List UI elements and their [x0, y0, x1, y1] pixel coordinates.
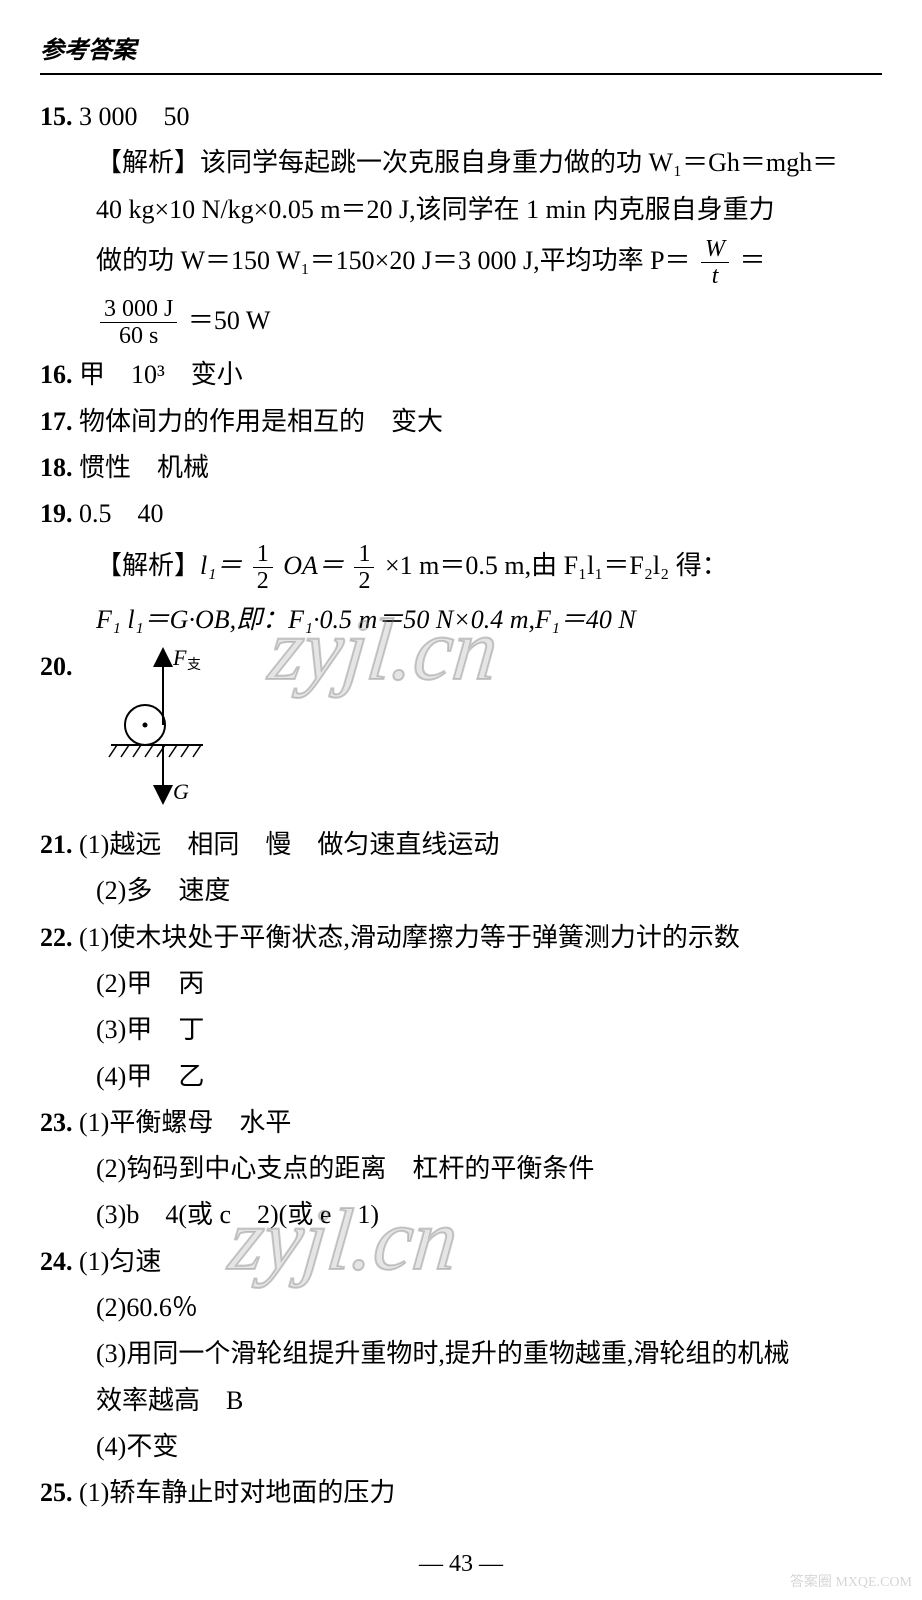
analysis-label: 【解析】 [96, 551, 200, 580]
q19-l2: F₁ l₁＝G·OB,即：F₁·0.5 m＝50 N×0.4 m,F₁＝40 N [96, 605, 636, 634]
q19: 19. 0.5 40 [40, 494, 882, 534]
q24: 24. (1)匀速 [40, 1242, 882, 1282]
q20: 20. F 支 [40, 647, 882, 819]
page-number: — 43 — [0, 1551, 922, 1578]
frac-3000-60: 3 000 J 60 s [100, 296, 177, 350]
q24-p4: (4)不变 [40, 1427, 882, 1467]
q22: 22. (1)使木块处于平衡状态,滑动摩擦力等于弹簧测力计的示数 [40, 918, 882, 958]
frac-W-t: W t [701, 236, 729, 290]
frac-den: 2 [253, 568, 273, 594]
q24-p2: (2)60.6％ [40, 1288, 882, 1328]
q16-num: 16. [40, 360, 73, 389]
q15-analysis-l1: 【解析】该同学每起跳一次克服自身重力做的功 W₁＝Gh＝mgh＝ [40, 143, 882, 183]
q17-ans: 物体间力的作用是相互的 变大 [79, 407, 443, 436]
q21-num: 21. [40, 830, 73, 859]
q15-ans: 3 000 50 [79, 102, 190, 131]
q15-a3b: ＝ [740, 246, 766, 275]
q15-a3a: 做的功 W＝150 W₁＝150×20 J＝3 000 J,平均功率 P＝ [96, 246, 691, 275]
label-G: G [173, 779, 189, 804]
q24-p3b: 效率越高 B [40, 1381, 882, 1421]
q19-num: 19. [40, 499, 73, 528]
q22-p4: (4)甲 乙 [40, 1057, 882, 1097]
q23: 23. (1)平衡螺母 水平 [40, 1103, 882, 1143]
q21-p1: (1)越远 相同 慢 做匀速直线运动 [79, 830, 499, 859]
q18: 18. 惯性 机械 [40, 448, 882, 488]
q17: 17. 物体间力的作用是相互的 变大 [40, 402, 882, 442]
frac-num: 1 [354, 541, 374, 568]
q22-p2: (2)甲 丙 [40, 964, 882, 1004]
q19-analysis-l1: 【解析】l₁＝ 1 2 OA＝ 1 2 ×1 m＝0.5 m,由 F₁l₁＝F₂… [40, 541, 882, 595]
q22-p3: (3)甲 丁 [40, 1010, 882, 1050]
q15-num: 15. [40, 102, 73, 131]
q24-p3: (3)用同一个滑轮组提升重物时,提升的重物越重,滑轮组的机械 [40, 1334, 882, 1374]
q15-analysis-l4: 3 000 J 60 s ＝50 W [40, 296, 882, 350]
frac-num: 1 [253, 541, 273, 568]
svg-text:支: 支 [187, 657, 201, 673]
frac-den: 2 [354, 568, 374, 594]
q18-num: 18. [40, 453, 73, 482]
q23-p3: (3)b 4(或 c 2)(或 e 1) [40, 1195, 882, 1235]
q24-p1: (1)匀速 [79, 1247, 161, 1276]
q24-num: 24. [40, 1247, 73, 1276]
q21-p2: (2)多 速度 [40, 871, 882, 911]
page-header: 参考答案 [40, 30, 882, 75]
analysis-label: 【解析】 [96, 148, 200, 177]
label-F: F [172, 647, 187, 670]
q15-analysis-l2: 40 kg×10 N/kg×0.05 m＝20 J,该同学在 1 min 内克服… [40, 190, 882, 230]
q23-p1: (1)平衡螺母 水平 [79, 1108, 291, 1137]
q25-num: 25. [40, 1478, 73, 1507]
frac-den: t [701, 263, 729, 289]
frac-num: 3 000 J [100, 296, 177, 323]
q23-num: 23. [40, 1108, 73, 1137]
force-diagram-svg: F 支 G [103, 647, 233, 807]
q16: 16. 甲 10³ 变小 [40, 355, 882, 395]
q19-analysis-l2: F₁ l₁＝G·OB,即：F₁·0.5 m＝50 N×0.4 m,F₁＝40 N [40, 600, 882, 640]
q19-l1a: l₁＝ [200, 551, 242, 580]
force-diagram: F 支 G [103, 647, 233, 819]
q15-a1: 该同学每起跳一次克服自身重力做的功 W₁＝Gh＝mgh＝ [200, 148, 838, 177]
q16-ans: 甲 10³ 变小 [79, 360, 243, 389]
q15-a4: ＝50 W [188, 306, 271, 335]
q17-num: 17. [40, 407, 73, 436]
q18-ans: 惯性 机械 [79, 453, 209, 482]
q25-p1: (1)轿车静止时对地面的压力 [79, 1478, 395, 1507]
q20-num: 20. [40, 647, 73, 687]
footer-badge: 答案圈 MXQE.COM [790, 1575, 912, 1592]
q21: 21. (1)越远 相同 慢 做匀速直线运动 [40, 825, 882, 865]
frac-half-2: 1 2 [354, 541, 374, 595]
q15: 15. 3 000 50 [40, 97, 882, 137]
q23-p2: (2)钩码到中心支点的距离 杠杆的平衡条件 [40, 1149, 882, 1189]
q19-l1c: ×1 m＝0.5 m,由 F₁l₁＝F₂l₂ 得： [385, 551, 728, 580]
frac-half-1: 1 2 [253, 541, 273, 595]
q19-ans: 0.5 40 [79, 499, 164, 528]
q19-l1b: OA＝ [283, 551, 344, 580]
frac-num: W [701, 236, 729, 263]
q22-p1: (1)使木块处于平衡状态,滑动摩擦力等于弹簧测力计的示数 [79, 923, 740, 952]
q25: 25. (1)轿车静止时对地面的压力 [40, 1473, 882, 1513]
q15-analysis-l3: 做的功 W＝150 W₁＝150×20 J＝3 000 J,平均功率 P＝ W … [40, 236, 882, 290]
frac-den: 60 s [100, 323, 177, 349]
q22-num: 22. [40, 923, 73, 952]
